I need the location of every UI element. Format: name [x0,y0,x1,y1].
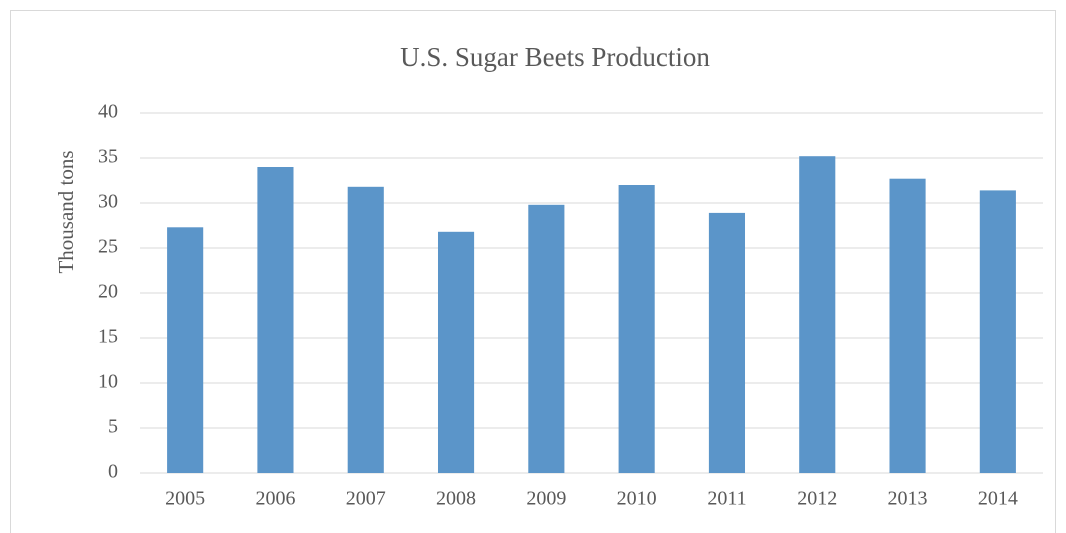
y-tick-label: 25 [98,236,118,258]
x-tick-label: 2012 [797,488,837,510]
y-tick-label: 20 [98,281,118,303]
y-tick-label: 30 [98,191,118,213]
y-tick-label: 15 [98,326,118,348]
bar [347,186,384,474]
bar [708,212,746,473]
x-tick-label: 2006 [255,488,295,510]
y-axis-label: Thousand tons [54,150,78,273]
x-tick-label: 2010 [617,488,657,510]
bar [889,178,926,473]
y-tick-label: 40 [98,101,118,123]
y-tick-label: 10 [98,371,118,393]
x-tick-label: 2009 [526,488,566,510]
bar [437,231,475,473]
x-tick-label: 2008 [436,488,476,510]
x-tick-label: 2007 [346,488,386,510]
x-tick-label: 2014 [978,488,1018,510]
chart-title: U.S. Sugar Beets Production [400,42,710,72]
bar [257,167,294,473]
x-tick-label: 2013 [888,488,928,510]
y-tick-label: 5 [108,416,118,438]
bar [979,190,1016,473]
y-tick-label: 35 [98,146,118,168]
bar [799,156,836,473]
bar [528,204,565,474]
x-tick-label: 2011 [707,488,746,510]
bar [618,185,655,473]
y-tick-label: 0 [108,461,118,483]
bar [167,227,204,473]
x-tick-label: 2005 [165,488,205,510]
